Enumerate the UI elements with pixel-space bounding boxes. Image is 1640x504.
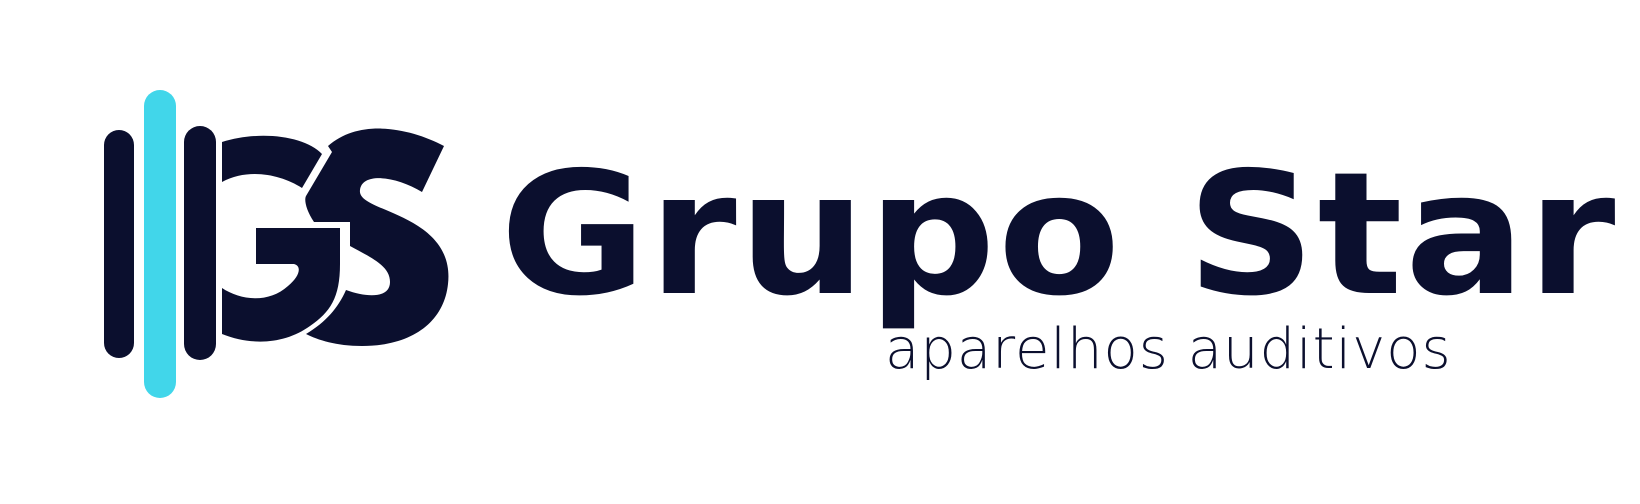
left-bar <box>104 130 134 358</box>
tagline: aparelhos auditivos <box>885 322 1452 378</box>
brand-name: Grupo Star <box>500 136 1618 334</box>
tagline-text: aparelhos auditivos <box>885 317 1452 382</box>
letter-g-shape <box>222 135 340 342</box>
right-bar <box>184 126 216 360</box>
gs-monogram-icon <box>104 90 449 398</box>
cyan-bar <box>144 90 176 398</box>
letter-s-shape <box>305 128 449 346</box>
